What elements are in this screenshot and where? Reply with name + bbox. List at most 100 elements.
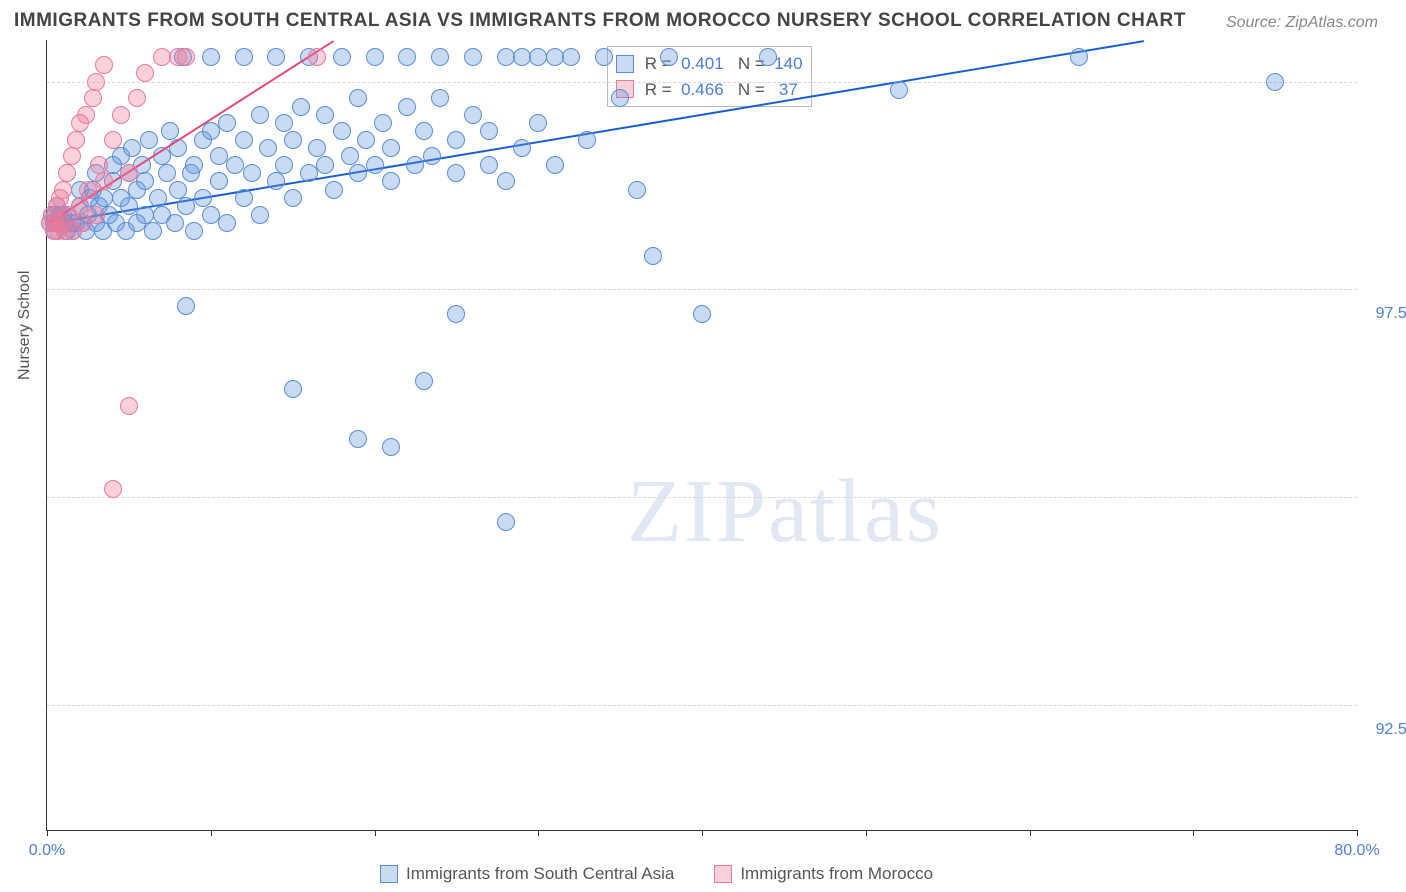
scatter-point-sca	[497, 48, 515, 66]
scatter-plot-area: ZIPatlas R = 0.401 N = 140 R = 0.466 N =…	[46, 40, 1357, 831]
scatter-point-sca	[578, 131, 596, 149]
scatter-point-mor	[112, 106, 130, 124]
scatter-point-sca	[300, 164, 318, 182]
scatter-point-mor	[79, 181, 97, 199]
x-tick	[538, 830, 539, 836]
legend-label: Immigrants from South Central Asia	[406, 864, 674, 884]
scatter-point-mor	[104, 131, 122, 149]
scatter-point-mor	[54, 181, 72, 199]
scatter-point-sca	[562, 48, 580, 66]
scatter-point-sca	[251, 206, 269, 224]
legend-label: Immigrants from Morocco	[740, 864, 933, 884]
scatter-point-sca	[120, 197, 138, 215]
scatter-point-sca	[284, 380, 302, 398]
scatter-point-sca	[447, 131, 465, 149]
scatter-point-sca	[284, 189, 302, 207]
scatter-point-sca	[292, 98, 310, 116]
scatter-point-sca	[149, 189, 167, 207]
scatter-point-mor	[177, 48, 195, 66]
scatter-point-sca	[382, 438, 400, 456]
scatter-point-sca	[161, 122, 179, 140]
scatter-point-sca	[349, 164, 367, 182]
scatter-point-sca	[177, 197, 195, 215]
scatter-point-sca	[529, 114, 547, 132]
scatter-point-sca	[415, 372, 433, 390]
scatter-point-sca	[194, 189, 212, 207]
scatter-point-sca	[660, 48, 678, 66]
x-tick	[866, 830, 867, 836]
scatter-point-sca	[480, 122, 498, 140]
scatter-point-sca	[235, 131, 253, 149]
scatter-point-sca	[202, 122, 220, 140]
scatter-point-sca	[349, 89, 367, 107]
scatter-point-sca	[464, 48, 482, 66]
scatter-point-mor	[128, 89, 146, 107]
scatter-point-sca	[251, 106, 269, 124]
scatter-point-sca	[185, 156, 203, 174]
scatter-point-sca	[357, 131, 375, 149]
watermark: ZIPatlas	[627, 460, 943, 563]
scatter-point-sca	[243, 164, 261, 182]
scatter-point-sca	[235, 48, 253, 66]
scatter-point-sca	[333, 48, 351, 66]
scatter-point-sca	[464, 106, 482, 124]
scatter-point-mor	[58, 164, 76, 182]
scatter-point-sca	[349, 430, 367, 448]
scatter-point-sca	[136, 206, 154, 224]
scatter-point-sca	[144, 222, 162, 240]
scatter-point-sca	[447, 164, 465, 182]
correlation-stats-box: R = 0.401 N = 140 R = 0.466 N = 37	[607, 46, 812, 107]
scatter-point-sca	[202, 48, 220, 66]
scatter-point-sca	[259, 139, 277, 157]
scatter-point-sca	[546, 156, 564, 174]
scatter-point-mor	[84, 89, 102, 107]
scatter-point-mor	[87, 206, 105, 224]
source-value: ZipAtlas.com	[1286, 14, 1378, 31]
scatter-point-sca	[415, 122, 433, 140]
scatter-point-sca	[316, 106, 334, 124]
scatter-point-sca	[374, 114, 392, 132]
x-tick	[1030, 830, 1031, 836]
y-tick-label: 92.5%	[1365, 721, 1406, 739]
gridline-horizontal	[47, 497, 1357, 498]
scatter-point-sca	[226, 156, 244, 174]
scatter-point-mor	[90, 156, 108, 174]
scatter-point-sca	[759, 48, 777, 66]
scatter-point-mor	[77, 106, 95, 124]
scatter-point-mor	[153, 48, 171, 66]
scatter-point-sca	[1266, 73, 1284, 91]
x-tick	[702, 830, 703, 836]
scatter-point-sca	[595, 48, 613, 66]
scatter-point-sca	[644, 247, 662, 265]
scatter-point-sca	[210, 172, 228, 190]
scatter-point-sca	[890, 81, 908, 99]
scatter-point-sca	[267, 172, 285, 190]
scatter-point-sca	[546, 48, 564, 66]
scatter-point-sca	[235, 189, 253, 207]
scatter-point-sca	[611, 89, 629, 107]
stats-row-mor: R = 0.466 N = 37	[616, 77, 803, 103]
x-tick	[211, 830, 212, 836]
scatter-point-sca	[398, 98, 416, 116]
source-label: Source:	[1226, 14, 1286, 31]
scatter-point-sca	[497, 513, 515, 531]
scatter-point-sca	[406, 156, 424, 174]
scatter-point-mor	[120, 164, 138, 182]
scatter-point-sca	[308, 139, 326, 157]
gridline-horizontal	[47, 289, 1357, 290]
scatter-point-sca	[431, 89, 449, 107]
scatter-point-sca	[628, 181, 646, 199]
source-attribution: Source: ZipAtlas.com	[1226, 14, 1378, 32]
scatter-point-sca	[158, 164, 176, 182]
scatter-point-mor	[120, 397, 138, 415]
x-tick-label: 80.0%	[1334, 842, 1379, 860]
stats-text: R = 0.466 N = 37	[640, 77, 798, 103]
scatter-point-sca	[1070, 48, 1088, 66]
scatter-point-sca	[513, 139, 531, 157]
scatter-point-sca	[316, 156, 334, 174]
scatter-point-sca	[140, 131, 158, 149]
scatter-point-sca	[123, 139, 141, 157]
scatter-point-sca	[447, 305, 465, 323]
scatter-point-sca	[218, 114, 236, 132]
scatter-point-sca	[341, 147, 359, 165]
